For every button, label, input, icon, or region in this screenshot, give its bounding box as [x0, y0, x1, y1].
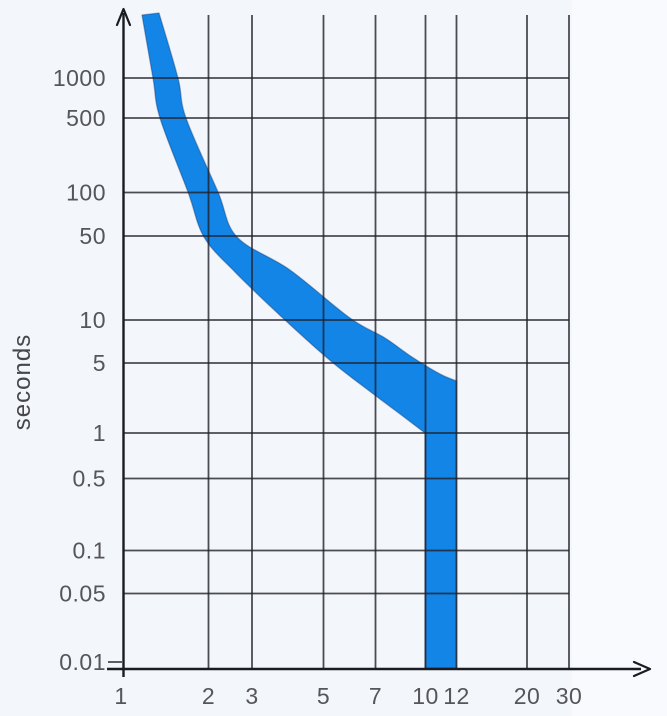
- y-tick-label: 0.1: [73, 538, 106, 564]
- y-axis-title: seconds: [9, 334, 36, 430]
- y-tick-label: 5: [93, 350, 106, 376]
- y-tick-label: 50: [79, 223, 106, 249]
- x-tick-label: 10: [412, 683, 439, 709]
- x-axis-tick-labels: 1 2 3 5 7 10 12 20 30: [114, 683, 583, 709]
- x-tick-label: 5: [317, 683, 330, 709]
- y-axis-arrow-icon: [115, 7, 132, 27]
- x-tick-label: 20: [514, 683, 541, 709]
- x-tick-label: 12: [443, 683, 470, 709]
- x-tick-label: 3: [245, 683, 258, 709]
- y-tick-label: 0.01: [59, 649, 106, 675]
- y-tick-label: 500: [66, 105, 106, 131]
- y-tick-label: 0.05: [59, 581, 106, 607]
- x-tick-label: 2: [202, 683, 215, 709]
- grid-lines: [123, 15, 570, 669]
- y-tick-label: 0.5: [73, 466, 106, 492]
- x-tick-label: 1: [114, 683, 127, 709]
- y-tick-label: 100: [66, 180, 106, 206]
- x-tick-label: 7: [369, 683, 382, 709]
- y-tick-label: 10: [79, 307, 106, 333]
- y-tick-label: 1000: [53, 65, 106, 91]
- x-tick-label: 30: [556, 683, 583, 709]
- y-tick-label: 1: [93, 420, 106, 446]
- x-axis-arrow-icon: [632, 660, 652, 678]
- axes: [107, 7, 652, 678]
- background-right-margin: [572, 0, 667, 716]
- y-axis-tick-labels: 1000 500 100 50 10 5 1 0.5 0.1 0.05 0.01: [53, 65, 106, 675]
